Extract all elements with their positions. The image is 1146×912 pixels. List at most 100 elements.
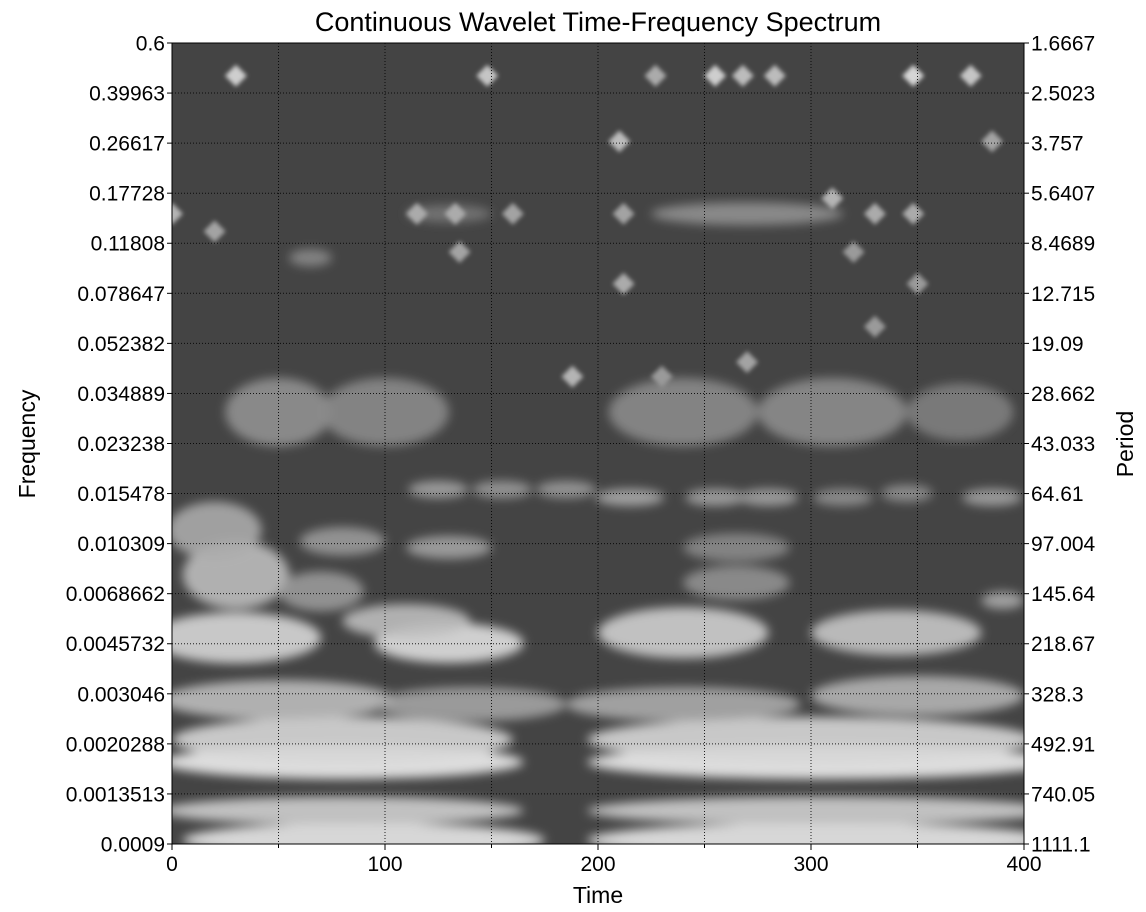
spectrum-blob-27	[536, 480, 596, 498]
y2-axis-title: Period	[1112, 411, 1138, 477]
y-tick-label-14: 0.0020288	[66, 733, 165, 756]
spectrum-blob-28	[595, 488, 665, 506]
spectrum-energy-layer	[172, 202, 1024, 844]
y-tick-label-15: 0.0013513	[66, 783, 165, 806]
y-tick-label-5: 0.078647	[77, 283, 165, 306]
spectrum-sparkle-4	[763, 64, 786, 87]
spectrum-blob-14	[342, 603, 471, 639]
spectrum-blob-10	[566, 687, 801, 722]
spectrum-blob-0	[182, 822, 545, 844]
spectrum-blob-38	[906, 383, 1014, 441]
spectrum-blob-24	[683, 533, 790, 562]
spectrum-sparkle-7	[644, 64, 667, 87]
y-tick-label-16: 0.0009	[101, 834, 165, 857]
spectrum-blob-2	[172, 796, 524, 825]
spectrum-blob-22	[299, 527, 385, 556]
spectrum-blob-1	[587, 822, 1024, 844]
spectrum-blob-15	[598, 607, 769, 659]
x-axis-title: Time	[573, 882, 623, 908]
y2-tick-label-1: 2.5023	[1031, 83, 1095, 106]
spectrum-blob-29	[685, 488, 745, 506]
spectrum-blob-25	[408, 480, 469, 498]
y2-tick-label-14: 492.91	[1031, 733, 1095, 756]
y2-tick-label-15: 740.05	[1031, 783, 1095, 806]
spectrum-sparkle-5	[902, 64, 925, 87]
y2-tick-label-0: 1.6667	[1031, 33, 1095, 56]
y2-tick-label-3: 5.6407	[1031, 183, 1095, 206]
spectrum-blob-7	[587, 716, 1024, 763]
spectrum-blob-36	[608, 377, 758, 447]
y2-tick-label-2: 3.757	[1031, 133, 1084, 156]
y-tick-label-1: 0.39963	[89, 83, 165, 106]
spectrum-sparkle-15	[612, 202, 635, 225]
spectrum-blob-37	[757, 377, 907, 447]
spectrum-sparkle-14	[501, 202, 524, 225]
spectrum-sparkle-24	[650, 365, 673, 388]
spectrum-blob-19	[683, 565, 790, 600]
spectrum-sparkle-layer	[172, 64, 1004, 388]
chart-title: Continuous Wavelet Time-Frequency Spectr…	[315, 7, 881, 37]
spectrum-sparkle-6	[959, 64, 982, 87]
x-tick-label-3: 300	[793, 853, 828, 876]
grid-lines	[172, 43, 1024, 844]
y2-tick-label-9: 64.61	[1031, 483, 1084, 506]
spectrum-sparkle-8	[608, 130, 631, 153]
spectrum-sparkle-20	[842, 240, 865, 263]
y2-tick-label-11: 145.64	[1031, 583, 1096, 606]
y-axis-title: Frequency	[14, 389, 40, 498]
y-tick-label-3: 0.17728	[89, 183, 165, 206]
spectrum-blob-12	[172, 612, 322, 664]
spectrum-sparkle-25	[736, 351, 759, 374]
spectrum-blob-32	[881, 484, 933, 502]
y2-tick-label-12: 218.67	[1031, 633, 1095, 656]
spectrum-blob-18	[278, 571, 364, 612]
spectrum-sparkle-21	[612, 272, 635, 295]
spectrum-sparkle-19	[448, 240, 471, 263]
y-tick-label-6: 0.052382	[77, 333, 165, 356]
y-tick-label-13: 0.003046	[77, 683, 165, 706]
spectrum-blob-11	[811, 675, 1024, 716]
spectrum-blob-31	[813, 488, 873, 506]
spectrum-blob-39	[651, 202, 843, 226]
y-tick-label-12: 0.0045732	[66, 633, 165, 656]
spectrum-sparkle-3	[731, 64, 754, 87]
spectrum-blob-23	[406, 536, 492, 559]
y-axis-left: 0.6 0.39963 0.26617 0.17728 0.11808 0.078647 0…	[66, 33, 172, 857]
y-tick-label-7: 0.034889	[77, 383, 165, 406]
y2-tick-label-7: 28.662	[1031, 383, 1095, 406]
y2-tick-label-16: 1111.1	[1031, 834, 1091, 857]
spectrum-blob-16	[811, 610, 982, 656]
spectrum-blob-33	[962, 488, 1022, 506]
y2-tick-label-6: 19.09	[1031, 333, 1084, 356]
spectrum-sparkle-17	[902, 202, 925, 225]
x-tick-label-0: 0	[166, 853, 178, 876]
y2-tick-label-13: 328.3	[1031, 683, 1084, 706]
spectrum-sparkle-12	[405, 202, 428, 225]
y2-tick-label-4: 8.4689	[1031, 233, 1095, 256]
spectrum-blob-8	[172, 680, 396, 720]
y2-tick-label-5: 12.715	[1031, 283, 1095, 306]
spectrum-sparkle-23	[561, 365, 584, 388]
spectrum-sparkle-10	[172, 202, 183, 225]
y-tick-label-4: 0.11808	[91, 233, 165, 256]
y-tick-label-10: 0.010309	[77, 533, 165, 556]
spectrum-sparkle-13	[444, 202, 467, 225]
spectrum-sparkle-1	[476, 64, 499, 87]
y-tick-label-8: 0.023238	[77, 433, 165, 456]
x-tick-label-4: 400	[1006, 853, 1041, 876]
spectrum-blob-20	[981, 591, 1024, 609]
spectrum-sparkle-26	[863, 315, 886, 338]
x-tick-label-1: 100	[367, 853, 402, 876]
y-tick-label-9: 0.015478	[77, 483, 165, 506]
spectrum-blob-30	[738, 488, 799, 506]
spectrum-blob-6	[172, 716, 513, 763]
y2-tick-label-8: 43.033	[1031, 433, 1095, 456]
y-tick-label-11: 0.0068662	[66, 583, 165, 606]
spectrum-blob-21	[172, 501, 262, 559]
spectrum-sparkle-9	[981, 130, 1004, 153]
spectrum-blob-26	[472, 480, 532, 498]
plot-area	[172, 43, 1024, 844]
y-tick-label-2: 0.26617	[89, 133, 165, 156]
spectrum-sparkle-16	[863, 202, 886, 225]
